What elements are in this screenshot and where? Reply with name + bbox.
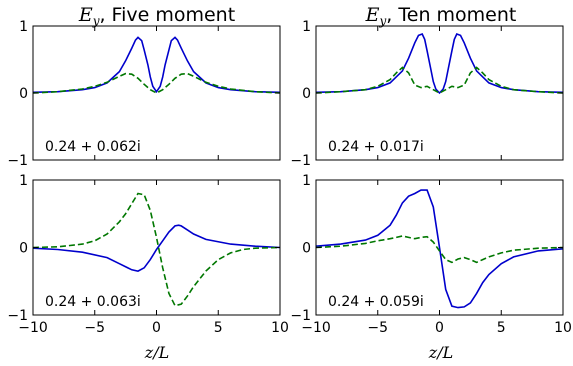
- y-tick-label: 0: [302, 241, 311, 257]
- panel-2: −1 0 1 0.24 + 0.017i: [290, 19, 564, 169]
- y-tick-label: −1: [290, 308, 311, 324]
- x-tick-label: 5: [497, 320, 506, 336]
- y-tick-label: 0: [19, 86, 28, 102]
- growth-rate-annotation: 0.24 + 0.063i: [45, 294, 141, 310]
- panel-1: −1 0 1 0.24 + 0.062i: [7, 19, 281, 169]
- x-tick-label: 10: [271, 320, 289, 336]
- y-tick-label: −1: [7, 308, 28, 324]
- y-tick-label: 1: [19, 19, 28, 35]
- y-tick-label: 1: [302, 173, 311, 189]
- x-tick-label: −5: [367, 320, 388, 336]
- y-tick-label: 0: [19, 241, 28, 257]
- panel-title-five-moment: Ey, Five moment: [78, 4, 235, 28]
- solid-series-line: [32, 224, 281, 272]
- panel-title-ten-moment: Ey, Ten moment: [365, 4, 517, 28]
- x-axis-label-left: z/L: [144, 343, 169, 362]
- dashed-series-line: [315, 66, 564, 94]
- y-tick-label: −1: [7, 153, 28, 169]
- dashed-series-line: [315, 235, 564, 264]
- x-tick-label: 0: [435, 320, 444, 336]
- solid-series-line: [315, 32, 564, 95]
- y-tick-label: 1: [19, 173, 28, 189]
- x-tick-label: 5: [214, 320, 223, 336]
- solid-series-line: [315, 189, 564, 309]
- x-tick-label: 0: [152, 320, 161, 336]
- y-tick-label: 0: [302, 86, 311, 102]
- y-tick-label: −1: [290, 153, 311, 169]
- x-tick-label: −10: [18, 320, 48, 336]
- growth-rate-annotation: 0.24 + 0.059i: [328, 294, 424, 310]
- growth-rate-annotation: 0.24 + 0.017i: [328, 139, 424, 155]
- x-tick-label: 10: [554, 320, 572, 336]
- dashed-series-line: [32, 72, 281, 94]
- y-tick-label: 1: [302, 19, 311, 35]
- solid-series-line: [32, 36, 281, 94]
- growth-rate-annotation: 0.24 + 0.062i: [45, 139, 141, 155]
- x-tick-label: −5: [84, 320, 105, 336]
- x-axis-label-right: z/L: [428, 343, 453, 362]
- x-tick-label: −10: [301, 320, 331, 336]
